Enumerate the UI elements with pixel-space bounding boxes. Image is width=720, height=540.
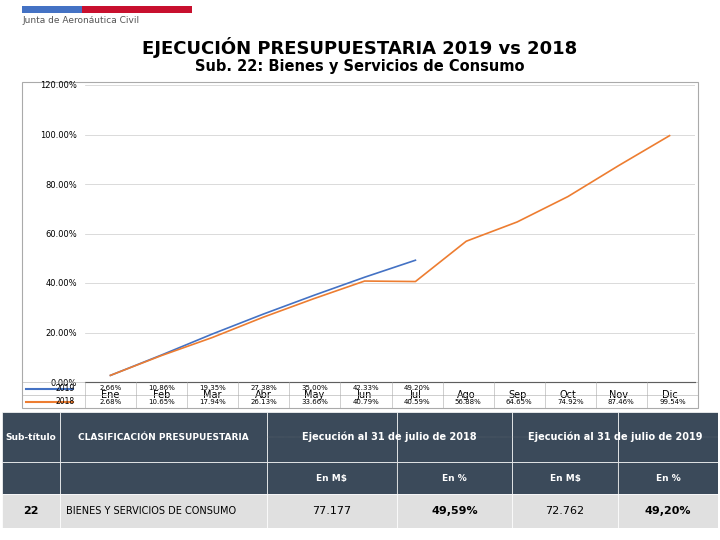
Text: 17.94%: 17.94% <box>199 399 226 404</box>
Bar <box>60 494 267 528</box>
Text: En %: En % <box>656 474 680 483</box>
Text: 2.66%: 2.66% <box>99 386 122 392</box>
Bar <box>618 462 718 494</box>
Text: 22: 22 <box>23 506 39 516</box>
Text: En M$: En M$ <box>317 474 348 483</box>
Text: 10.65%: 10.65% <box>148 399 175 404</box>
Text: 87.46%: 87.46% <box>608 399 635 404</box>
Text: 49.20%: 49.20% <box>404 386 431 392</box>
Bar <box>618 412 718 462</box>
Bar <box>22 82 698 408</box>
Bar <box>267 494 397 528</box>
Text: Ejecución al 31 de julio de 2018: Ejecución al 31 de julio de 2018 <box>302 432 477 442</box>
Text: 99.54%: 99.54% <box>659 399 685 404</box>
Text: 26.13%: 26.13% <box>251 399 277 404</box>
Text: Junta de Aeronáutica Civil: Junta de Aeronáutica Civil <box>22 16 139 25</box>
Bar <box>82 6 192 13</box>
Text: 40.79%: 40.79% <box>353 399 379 404</box>
Text: BIENES Y SERVICIOS DE CONSUMO: BIENES Y SERVICIOS DE CONSUMO <box>66 506 236 516</box>
Text: EJECUCIÓN PRESUPUESTARIA 2019 vs 2018: EJECUCIÓN PRESUPUESTARIA 2019 vs 2018 <box>143 37 577 58</box>
Bar <box>512 462 618 494</box>
Text: 49,20%: 49,20% <box>644 506 691 516</box>
Bar <box>2 528 718 538</box>
Text: 49,59%: 49,59% <box>431 506 478 516</box>
Text: En M$: En M$ <box>549 474 580 483</box>
Text: 19.35%: 19.35% <box>199 386 226 392</box>
Text: 74.92%: 74.92% <box>557 399 584 404</box>
Text: Sub. 22: Bienes y Servicios de Consumo: Sub. 22: Bienes y Servicios de Consumo <box>195 59 525 75</box>
Bar <box>60 412 267 462</box>
Bar <box>512 412 618 462</box>
Bar <box>22 6 82 13</box>
Text: Ejecución al 31 de julio de 2019: Ejecución al 31 de julio de 2019 <box>528 432 702 442</box>
Text: 27.38%: 27.38% <box>251 386 277 392</box>
Text: 64.65%: 64.65% <box>506 399 533 404</box>
Text: Sub-título: Sub-título <box>6 433 56 442</box>
Text: 33.66%: 33.66% <box>302 399 328 404</box>
Bar <box>267 462 397 494</box>
Bar <box>397 494 512 528</box>
Text: 40.59%: 40.59% <box>404 399 431 404</box>
Text: 2019: 2019 <box>55 384 75 393</box>
Text: 56.88%: 56.88% <box>455 399 482 404</box>
Text: 35.00%: 35.00% <box>302 386 328 392</box>
Bar <box>397 412 512 462</box>
Text: 2.68%: 2.68% <box>99 399 122 404</box>
Text: 2018: 2018 <box>56 397 75 406</box>
Text: En %: En % <box>442 474 467 483</box>
Bar <box>2 494 60 528</box>
Bar <box>512 494 618 528</box>
Text: 77.177: 77.177 <box>312 506 351 516</box>
Text: 72.762: 72.762 <box>546 506 585 516</box>
Bar <box>60 462 267 494</box>
Bar <box>2 412 60 462</box>
Text: 10.86%: 10.86% <box>148 386 175 392</box>
Bar <box>2 462 60 494</box>
Text: 42.33%: 42.33% <box>353 386 379 392</box>
Text: CLASIFICACIÓN PRESUPUESTARIA: CLASIFICACIÓN PRESUPUESTARIA <box>78 433 249 442</box>
Bar <box>397 462 512 494</box>
Bar <box>267 412 397 462</box>
Bar <box>618 494 718 528</box>
